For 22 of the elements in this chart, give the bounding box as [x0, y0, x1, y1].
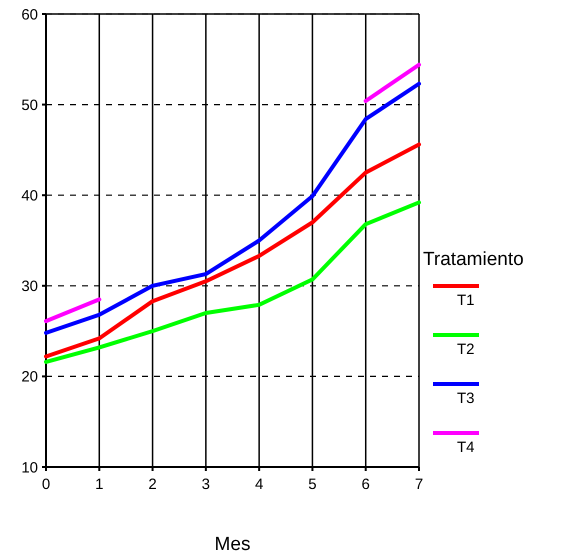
line-series: [44, 142, 421, 358]
x-axis-title: Mes: [214, 534, 250, 555]
x-tick-label: 3: [202, 476, 210, 493]
legend-label: T1: [457, 292, 475, 309]
x-tick-label: 6: [362, 476, 370, 493]
line-series: [44, 200, 421, 364]
x-tick-label: 1: [95, 476, 104, 493]
x-tick-label: 7: [414, 476, 424, 493]
legend-label: T4: [457, 439, 475, 456]
y-tick-label: 10: [21, 459, 38, 476]
x-tick-label: 0: [42, 476, 50, 493]
y-tick-label: 30: [21, 278, 38, 296]
x-tick-label: 2: [148, 476, 157, 493]
y-tick-label: 50: [21, 96, 38, 114]
y-tick-label: 40: [21, 187, 38, 204]
legend-label: T3: [457, 390, 475, 407]
legend-title: Tratamiento: [423, 249, 524, 270]
x-tick-label: 4: [254, 476, 264, 493]
legend-label: T2: [457, 341, 475, 358]
x-tick-label: 5: [308, 476, 317, 493]
y-tick-label: 20: [21, 368, 38, 386]
y-tick-label: 60: [21, 6, 38, 24]
